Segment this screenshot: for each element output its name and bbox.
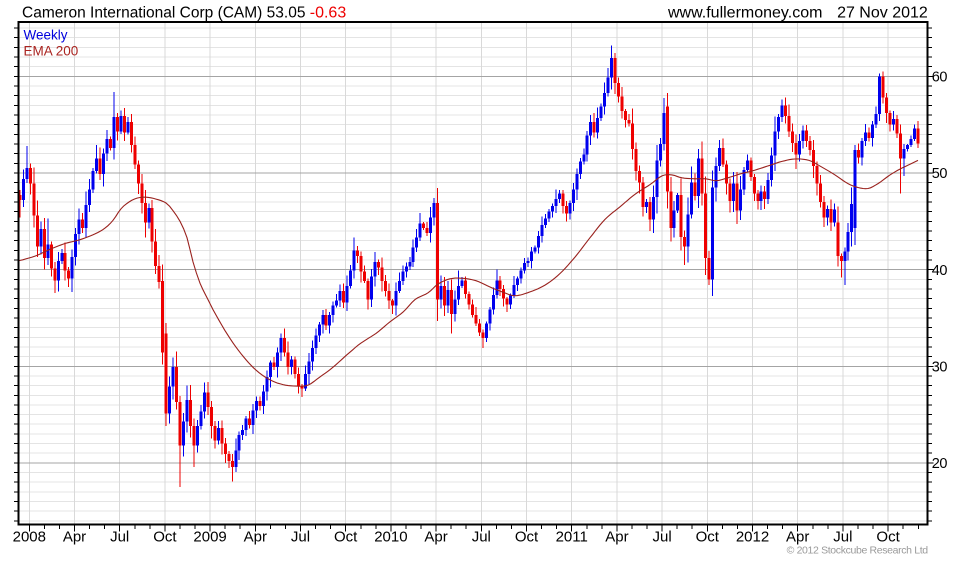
- svg-text:2012: 2012: [736, 529, 769, 546]
- svg-text:20: 20: [932, 456, 948, 472]
- svg-text:30: 30: [932, 360, 948, 376]
- svg-text:Jul: Jul: [472, 529, 491, 546]
- svg-text:Oct: Oct: [876, 529, 900, 546]
- svg-text:Cameron International Corp (CA: Cameron International Corp (CAM) 53.05 -…: [22, 5, 346, 22]
- svg-text:Weekly: Weekly: [24, 28, 68, 43]
- svg-text:50: 50: [932, 166, 948, 182]
- svg-text:40: 40: [932, 263, 948, 279]
- svg-text:Jul: Jul: [110, 529, 129, 546]
- svg-text:27 Nov 2012: 27 Nov 2012: [837, 5, 928, 22]
- svg-text:© 2012 Stockcube Research Ltd: © 2012 Stockcube Research Ltd: [787, 545, 929, 557]
- svg-text:2011: 2011: [556, 529, 588, 546]
- svg-text:2009: 2009: [193, 529, 226, 546]
- svg-text:Jul: Jul: [833, 529, 852, 546]
- svg-text:Oct: Oct: [153, 529, 177, 546]
- svg-text:Apr: Apr: [63, 529, 86, 546]
- svg-text:Apr: Apr: [244, 529, 267, 546]
- svg-text:2010: 2010: [374, 529, 407, 546]
- svg-text:Oct: Oct: [696, 529, 720, 546]
- svg-text:Apr: Apr: [605, 529, 628, 546]
- svg-text:Oct: Oct: [515, 529, 539, 546]
- svg-text:EMA 200: EMA 200: [24, 44, 79, 59]
- svg-text:60: 60: [932, 70, 948, 86]
- svg-text:www.fullermoney.com: www.fullermoney.com: [667, 5, 822, 22]
- svg-text:2008: 2008: [13, 529, 46, 546]
- svg-text:Jul: Jul: [291, 529, 310, 546]
- svg-text:Apr: Apr: [424, 529, 447, 546]
- svg-text:Apr: Apr: [786, 529, 809, 546]
- svg-text:Oct: Oct: [334, 529, 358, 546]
- svg-text:Jul: Jul: [653, 529, 672, 546]
